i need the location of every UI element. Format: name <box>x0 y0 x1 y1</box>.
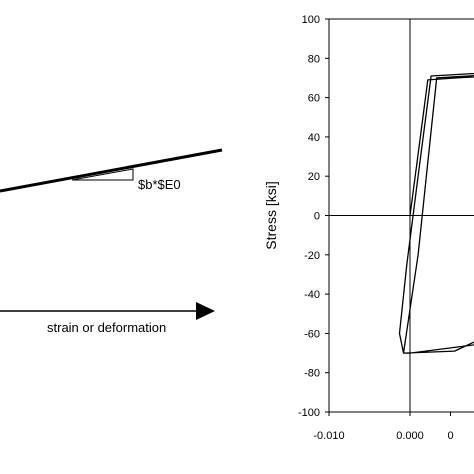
stress-strain-curve <box>398 72 474 354</box>
y-tick-label: -100 <box>298 407 320 419</box>
y-tick-label: 100 <box>302 14 320 26</box>
x-tick-label: -0.010 <box>313 430 344 442</box>
slope-triangle <box>71 168 134 181</box>
y-tick-label: 20 <box>308 171 320 183</box>
y-tick-label: 0 <box>314 211 320 223</box>
y-tick-label: -40 <box>304 289 320 301</box>
y-axis-ticks: 100 80 60 40 20 0 -20 -40 -60 -80 -100 <box>298 14 329 419</box>
series-group <box>398 72 474 354</box>
y-tick-label: 60 <box>308 93 320 105</box>
y-tick-label: 40 <box>308 132 320 144</box>
x-tick-label: 0.000 <box>396 430 424 442</box>
hardening-branch-line <box>0 148 223 193</box>
y-tick-label: -20 <box>304 250 320 262</box>
hysteresis-chart: 100 80 60 40 20 0 -20 -40 -60 -80 -100 -0.010 0.000… <box>263 14 474 442</box>
x-axis-ticks: -0.010 0.000 0 <box>313 412 454 442</box>
strain-axis-arrowhead <box>196 302 215 320</box>
y-axis-label: Stress [ksi] <box>263 181 279 249</box>
y-tick-label: -80 <box>304 368 320 380</box>
y-tick-label: 80 <box>308 53 320 65</box>
slope-label: $b*$E0 <box>138 177 181 192</box>
y-tick-label: -60 <box>304 328 320 340</box>
x-tick-label: 0 <box>447 430 453 442</box>
strain-axis-label: strain or deformation <box>47 320 166 335</box>
material-sketch: $b*$E0 strain or deformation <box>0 148 223 335</box>
